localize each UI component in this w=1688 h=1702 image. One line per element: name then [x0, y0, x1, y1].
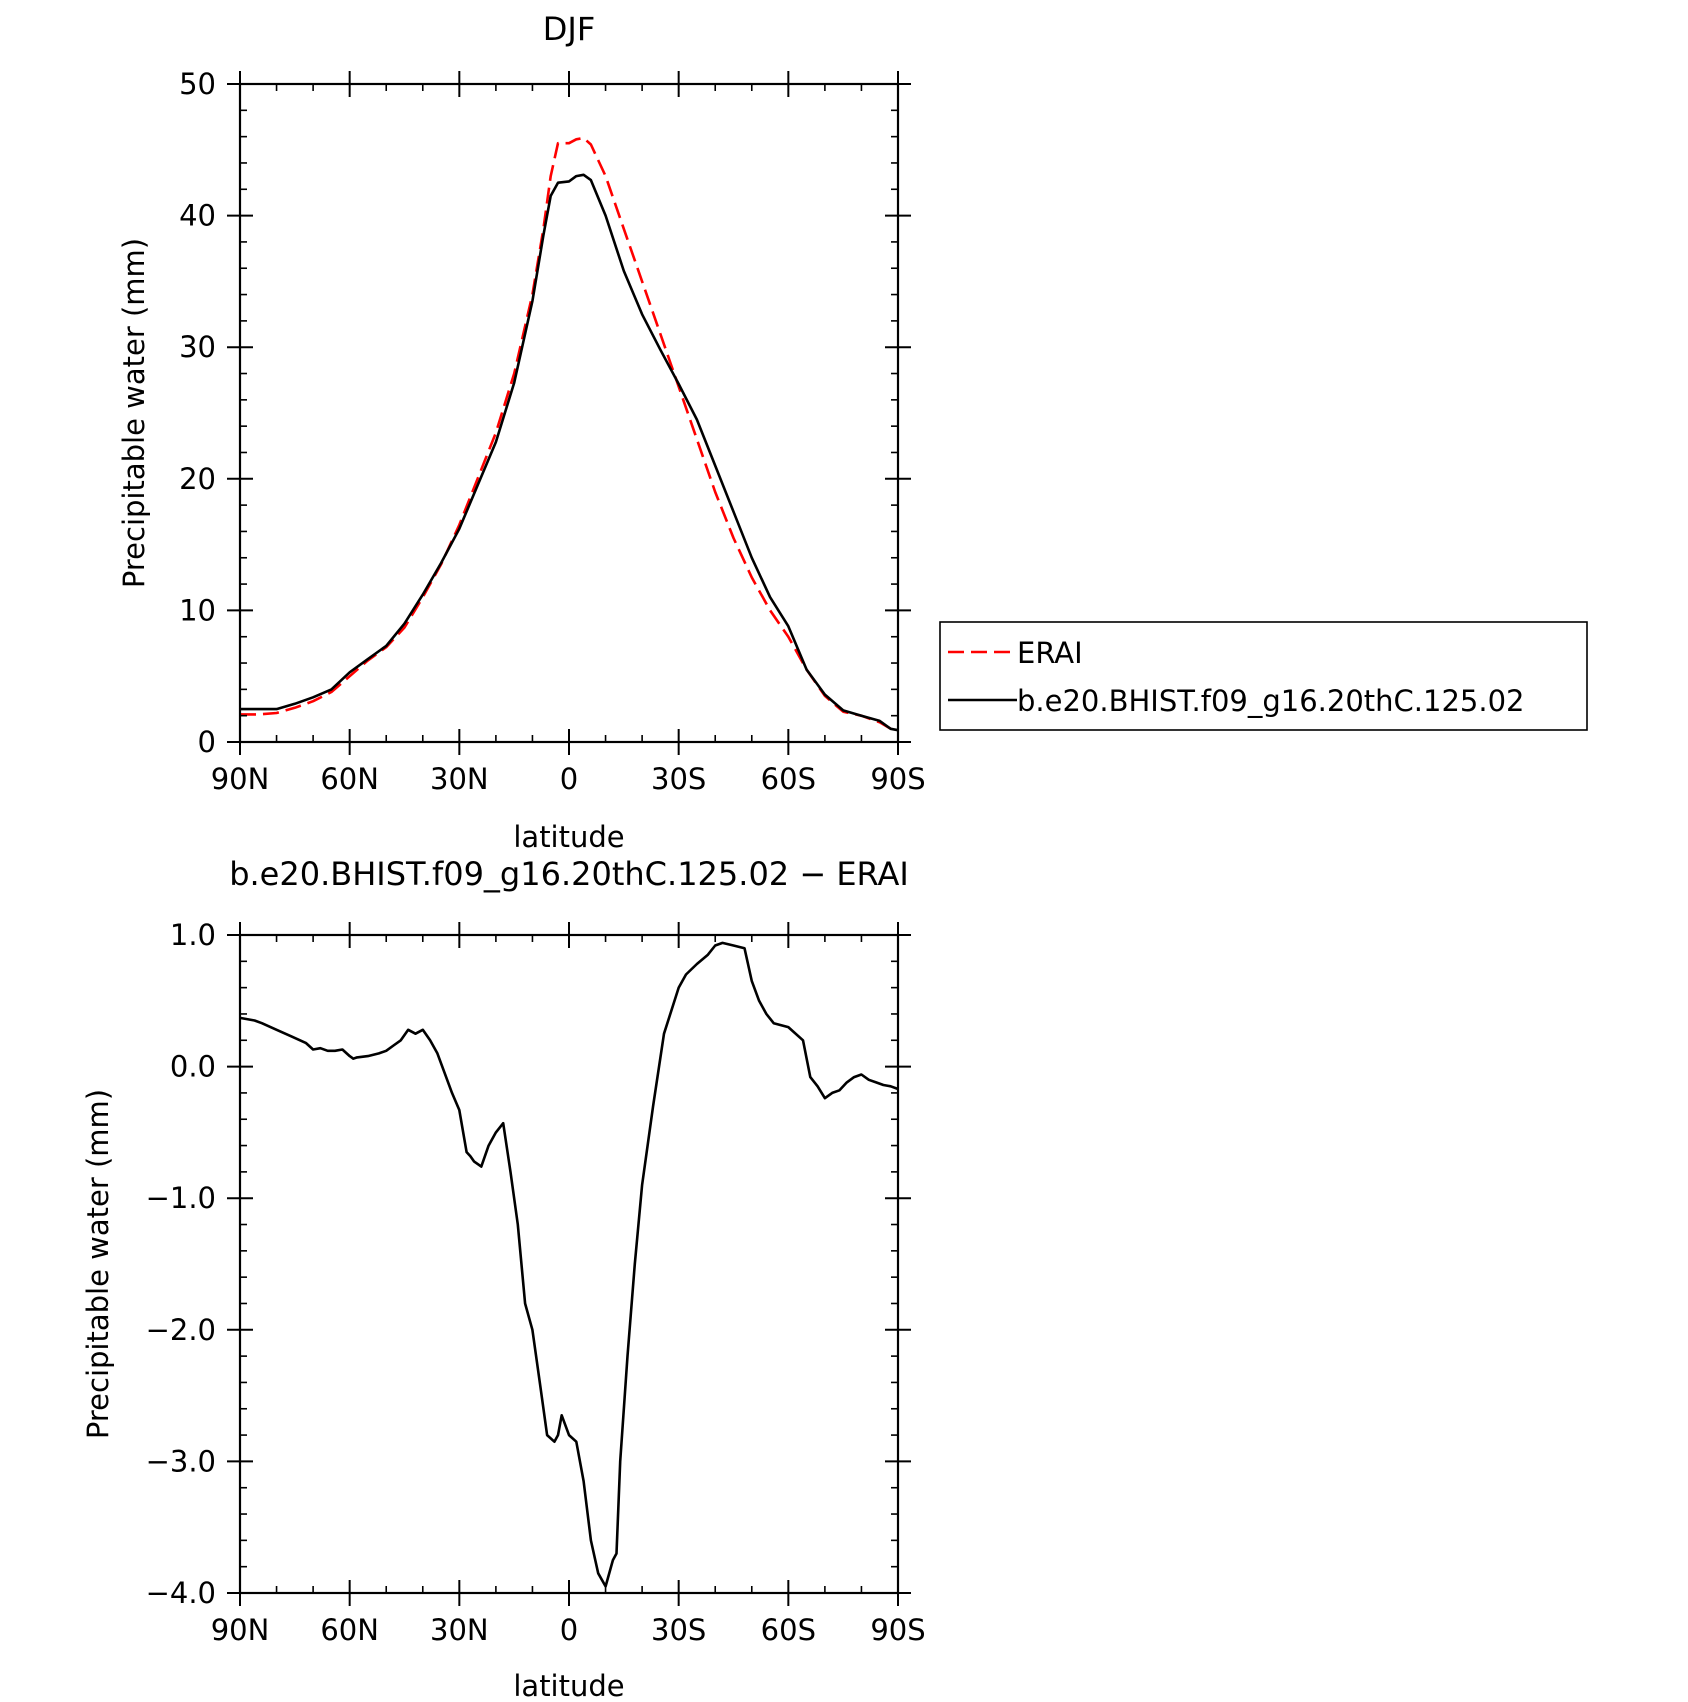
bottom-y-tick-label: −2.0 [146, 1313, 216, 1347]
bottom-y-axis-title: Precipitable water (mm) [81, 1089, 115, 1439]
bottom-tick-labels-layer: 90N 60N 30N 0 30S 60S 90S −4.0 −3.0 −2.0 −1.0 0.0 1.… [146, 918, 926, 1647]
bottom-plot-title: b.e20.BHIST.f09_g16.20thC.125.02 − ERAI [229, 855, 909, 893]
top-y-axis-title: Precipitable water (mm) [117, 238, 151, 588]
top-tick-labels-layer: 90N 60N 30N 0 30S 60S 90S 0 10 20 30 40 50 [179, 67, 926, 796]
bottom-panel: b.e20.BHIST.f09_g16.20thC.125.02 − ERAI … [81, 855, 926, 1702]
bottom-plot-frame [238, 933, 900, 1595]
top-x-tick-label: 60S [761, 762, 816, 796]
bottom-ticks-layer [227, 922, 911, 1606]
bottom-series-layer [239, 941, 899, 1588]
top-x-tick-label: 30N [430, 762, 489, 796]
bottom-x-tick-label: 30S [651, 1613, 706, 1647]
legend-label-model: b.e20.BHIST.f09_g16.20thC.125.02 [1017, 684, 1524, 718]
top-x-tick-label: 60N [320, 762, 379, 796]
bottom-x-tick-label: 30N [430, 1613, 489, 1647]
top-series-layer [240, 136, 899, 733]
bottom-x-tick-label: 90S [870, 1613, 925, 1647]
legend: ERAI b.e20.BHIST.f09_g16.20thC.125.02 [939, 621, 1588, 731]
bottom-x-axis-title: latitude [513, 1669, 624, 1702]
top-ticks-layer [227, 71, 911, 755]
legend-label-erai: ERAI [1017, 636, 1083, 670]
top-plot-title: DJF [543, 10, 595, 48]
top-y-tick-label: 20 [179, 462, 216, 496]
top-y-tick-label: 30 [179, 330, 216, 364]
top-x-tick-label: 30S [651, 762, 706, 796]
top-y-tick-label: 40 [179, 199, 216, 233]
bottom-x-tick-label: 0 [560, 1613, 578, 1647]
bottom-y-tick-label: −3.0 [146, 1444, 216, 1478]
bottom-y-tick-label: −1.0 [146, 1181, 216, 1215]
top-y-tick-label: 10 [179, 593, 216, 627]
bottom-y-tick-label: 1.0 [170, 918, 216, 952]
top-series-line-erai [240, 136, 899, 733]
top-x-axis-title: latitude [513, 820, 624, 854]
bottom-series-line-difference [239, 941, 899, 1588]
bottom-x-tick-label: 60N [320, 1613, 379, 1647]
bottom-y-tick-label: −4.0 [146, 1576, 216, 1610]
top-series-line-b-e20-bhist-f09-g16-20thc-125-02 [240, 173, 899, 732]
top-y-tick-label: 50 [179, 67, 216, 101]
bottom-x-tick-label: 60S [761, 1613, 816, 1647]
top-y-tick-label: 0 [198, 725, 216, 759]
top-x-tick-label: 90N [211, 762, 270, 796]
top-panel: DJF 90N 60N 30N 0 30S 60S 90S 0 10 20 30 40 50 latit… [117, 10, 926, 854]
bottom-x-tick-label: 90N [211, 1613, 270, 1647]
top-x-tick-label: 0 [560, 762, 578, 796]
legend-box [939, 621, 1588, 731]
top-x-tick-label: 90S [870, 762, 925, 796]
bottom-y-tick-label: 0.0 [170, 1050, 216, 1084]
